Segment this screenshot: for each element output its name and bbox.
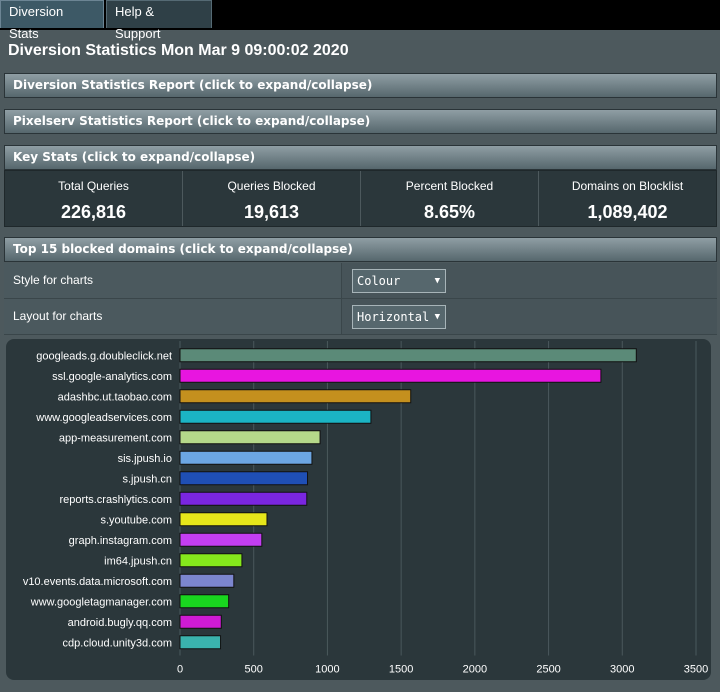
diversion-report-header[interactable]: Diversion Statistics Report (click to ex… bbox=[4, 73, 717, 98]
blocked-domains-chart: 0 500 1000 1500 2000 2500 3000 3500 googleads.g.… bbox=[6, 339, 711, 680]
bar[interactable] bbox=[179, 553, 243, 568]
bar[interactable] bbox=[179, 409, 372, 424]
stat-label: Percent Blocked bbox=[405, 179, 494, 193]
category-label: www.googleadservices.com bbox=[35, 412, 172, 424]
category-label: v10.events.data.microsoft.com bbox=[23, 576, 172, 588]
category-label: adashbc.ut.taobao.com bbox=[58, 391, 172, 403]
category-label: reports.crashlytics.com bbox=[60, 494, 172, 506]
chart-style-select[interactable]: Colour ▼ bbox=[352, 269, 446, 293]
category-label: www.googletagmanager.com bbox=[30, 596, 172, 608]
top15-header[interactable]: Top 15 blocked domains (click to expand/… bbox=[4, 237, 717, 262]
stat-domains-blocklist: Domains on Blocklist 1,089,402 bbox=[539, 171, 716, 226]
bar[interactable] bbox=[179, 573, 235, 588]
category-label: googleads.g.doubleclick.net bbox=[36, 350, 172, 362]
bar[interactable] bbox=[179, 635, 222, 650]
bar[interactable] bbox=[179, 450, 313, 465]
category-label: ssl.google-analytics.com bbox=[52, 371, 172, 383]
page-title: Diversion Statistics Mon Mar 9 09:00:02 … bbox=[8, 42, 349, 59]
key-stats-panel: Total Queries 226,816 Queries Blocked 19… bbox=[4, 170, 717, 227]
stat-value: 1,089,402 bbox=[587, 202, 668, 222]
stat-queries-blocked: Queries Blocked 19,613 bbox=[183, 171, 361, 226]
x-tick-label: 0 bbox=[177, 664, 183, 676]
pixelserv-report-header[interactable]: Pixelserv Statistics Report (click to ex… bbox=[4, 109, 717, 134]
bar[interactable] bbox=[179, 491, 308, 506]
stat-value: 8.65% bbox=[423, 202, 476, 222]
bar[interactable] bbox=[179, 471, 309, 486]
style-setting-row: Style for charts Colour ▼ bbox=[4, 263, 717, 299]
stat-label: Total Queries bbox=[58, 179, 129, 193]
category-label: cdp.cloud.unity3d.com bbox=[63, 637, 172, 649]
chart-layout-value: Horizontal bbox=[357, 310, 430, 324]
x-tick-label: 2500 bbox=[536, 664, 560, 676]
stat-value: 226,816 bbox=[60, 202, 127, 222]
bar-chart-svg: 0 500 1000 1500 2000 2500 3000 3500 googleads.g.… bbox=[23, 341, 708, 676]
bar[interactable] bbox=[179, 532, 263, 547]
stat-percent-blocked: Percent Blocked 8.65% bbox=[361, 171, 539, 226]
tab-help-support[interactable]: Help & Support bbox=[106, 0, 212, 41]
stat-label: Domains on Blocklist bbox=[571, 179, 684, 193]
x-tick-label: 3000 bbox=[610, 664, 634, 676]
bar[interactable] bbox=[179, 368, 602, 383]
x-tick-label: 1500 bbox=[389, 664, 413, 676]
stat-label: Queries Blocked bbox=[227, 179, 316, 193]
style-label: Style for charts bbox=[4, 263, 342, 298]
category-label: s.youtube.com bbox=[100, 514, 172, 526]
bar[interactable] bbox=[179, 594, 230, 609]
bar[interactable] bbox=[179, 512, 268, 527]
bar[interactable] bbox=[179, 389, 412, 404]
tab-diversion-stats[interactable]: Diversion Stats bbox=[0, 0, 104, 41]
chevron-down-icon: ▼ bbox=[434, 312, 440, 322]
category-label: graph.instagram.com bbox=[69, 535, 172, 547]
stat-value: 19,613 bbox=[243, 202, 300, 222]
x-tick-label: 2000 bbox=[463, 664, 487, 676]
bar[interactable] bbox=[179, 348, 637, 363]
stat-total-queries: Total Queries 226,816 bbox=[5, 171, 183, 226]
category-label: app-measurement.com bbox=[59, 432, 172, 444]
chart-layout-select[interactable]: Horizontal ▼ bbox=[352, 305, 446, 329]
x-tick-label: 1000 bbox=[315, 664, 339, 676]
bar[interactable] bbox=[179, 430, 321, 445]
category-label: im64.jpush.cn bbox=[104, 555, 172, 567]
category-label: sis.jpush.io bbox=[118, 453, 172, 465]
layout-setting-row: Layout for charts Horizontal ▼ bbox=[4, 299, 717, 335]
layout-label: Layout for charts bbox=[4, 299, 342, 334]
category-label: s.jpush.cn bbox=[122, 473, 172, 485]
chart-style-value: Colour bbox=[357, 274, 401, 288]
category-label: android.bugly.qq.com bbox=[68, 617, 172, 629]
bar[interactable] bbox=[179, 614, 222, 629]
key-stats-header[interactable]: Key Stats (click to expand/collapse) bbox=[4, 145, 717, 170]
x-tick-label: 500 bbox=[245, 664, 263, 676]
chevron-down-icon: ▼ bbox=[434, 276, 440, 286]
x-tick-label: 3500 bbox=[684, 664, 708, 676]
tab-bar: Diversion Stats Help & Support bbox=[0, 0, 720, 41]
